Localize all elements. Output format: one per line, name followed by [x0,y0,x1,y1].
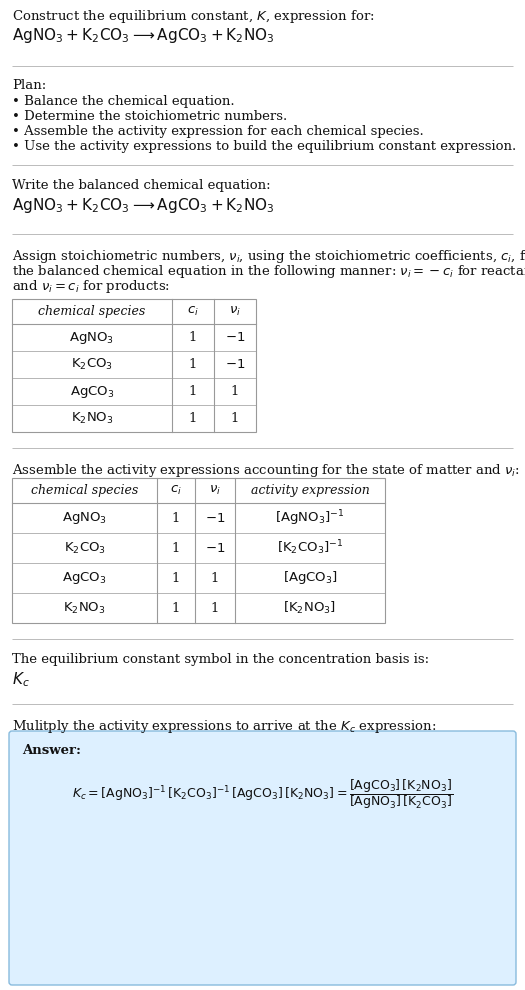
Text: $[\mathrm{K_2NO_3}]$: $[\mathrm{K_2NO_3}]$ [284,600,337,616]
Text: 1: 1 [172,542,180,554]
Text: $-1$: $-1$ [225,331,245,344]
Text: Assemble the activity expressions accounting for the state of matter and $\nu_i$: Assemble the activity expressions accoun… [12,462,520,479]
Text: • Assemble the activity expression for each chemical species.: • Assemble the activity expression for e… [12,125,424,138]
Text: $\nu_i$: $\nu_i$ [229,305,241,318]
Text: $K_c$: $K_c$ [12,670,30,689]
Text: 1: 1 [211,571,219,584]
Text: 1: 1 [172,512,180,525]
Text: The equilibrium constant symbol in the concentration basis is:: The equilibrium constant symbol in the c… [12,653,429,666]
Bar [12,478,385,623]
Text: $K_c = [\mathrm{AgNO_3}]^{-1} \, [\mathrm{K_2CO_3}]^{-1} \, [\mathrm{AgCO_3}] \,: $K_c = [\mathrm{AgNO_3}]^{-1} \, [\mathr… [72,777,453,811]
Text: $\mathrm{AgNO_3 + K_2CO_3 \longrightarrow AgCO_3 + K_2NO_3}$: $\mathrm{AgNO_3 + K_2CO_3 \longrightarro… [12,196,275,215]
Text: Write the balanced chemical equation:: Write the balanced chemical equation: [12,179,270,192]
Text: 1: 1 [189,385,197,398]
Text: $\mathrm{K_2CO_3}$: $\mathrm{K_2CO_3}$ [64,541,106,555]
Text: • Use the activity expressions to build the equilibrium constant expression.: • Use the activity expressions to build … [12,140,516,153]
Bar [12,299,256,432]
Text: chemical species: chemical species [38,305,145,318]
Text: 1: 1 [231,412,239,425]
Text: $\nu_i$: $\nu_i$ [209,484,221,497]
Text: • Balance the chemical equation.: • Balance the chemical equation. [12,95,235,108]
Text: $[\mathrm{AgNO_3}]^{-1}$: $[\mathrm{AgNO_3}]^{-1}$ [275,508,345,528]
Text: 1: 1 [172,602,180,615]
Text: $[\mathrm{AgCO_3}]$: $[\mathrm{AgCO_3}]$ [282,569,338,586]
Text: 1: 1 [189,358,197,371]
Text: Answer:: Answer: [22,744,81,757]
Text: activity expression: activity expression [250,484,370,497]
Text: $-1$: $-1$ [205,542,225,554]
Text: 1: 1 [211,602,219,615]
Text: the balanced chemical equation in the following manner: $\nu_i = -c_i$ for react: the balanced chemical equation in the fo… [12,263,525,280]
Text: $\mathrm{AgNO_3}$: $\mathrm{AgNO_3}$ [62,510,107,526]
Text: $\mathrm{AgCO_3}$: $\mathrm{AgCO_3}$ [62,570,107,586]
Text: $\mathrm{AgCO_3}$: $\mathrm{AgCO_3}$ [70,383,114,400]
Text: $-1$: $-1$ [225,358,245,371]
Text: 1: 1 [189,412,197,425]
Text: 1: 1 [189,331,197,344]
FancyBboxPatch shape [9,731,516,985]
Text: 1: 1 [172,571,180,584]
Text: $\mathrm{K_2NO_3}$: $\mathrm{K_2NO_3}$ [71,411,113,426]
Text: $c_i$: $c_i$ [170,484,182,497]
Text: $\mathrm{K_2NO_3}$: $\mathrm{K_2NO_3}$ [63,601,106,616]
Text: $[\mathrm{K_2CO_3}]^{-1}$: $[\mathrm{K_2CO_3}]^{-1}$ [277,539,343,557]
Text: $\mathrm{AgNO_3 + K_2CO_3 \longrightarrow AgCO_3 + K_2NO_3}$: $\mathrm{AgNO_3 + K_2CO_3 \longrightarro… [12,26,275,45]
Text: Construct the equilibrium constant, $K$, expression for:: Construct the equilibrium constant, $K$,… [12,8,375,25]
Text: Assign stoichiometric numbers, $\nu_i$, using the stoichiometric coefficients, $: Assign stoichiometric numbers, $\nu_i$, … [12,248,525,265]
Text: 1: 1 [231,385,239,398]
Text: $\mathrm{AgNO_3}$: $\mathrm{AgNO_3}$ [69,330,114,346]
Text: $\mathrm{K_2CO_3}$: $\mathrm{K_2CO_3}$ [71,357,113,372]
Text: Plan:: Plan: [12,79,46,92]
Text: $-1$: $-1$ [205,512,225,525]
Text: • Determine the stoichiometric numbers.: • Determine the stoichiometric numbers. [12,110,287,123]
Text: and $\nu_i = c_i$ for products:: and $\nu_i = c_i$ for products: [12,278,170,295]
Text: chemical species: chemical species [31,484,138,497]
Text: $c_i$: $c_i$ [187,305,199,318]
Text: Mulitply the activity expressions to arrive at the $K_c$ expression:: Mulitply the activity expressions to arr… [12,718,436,735]
